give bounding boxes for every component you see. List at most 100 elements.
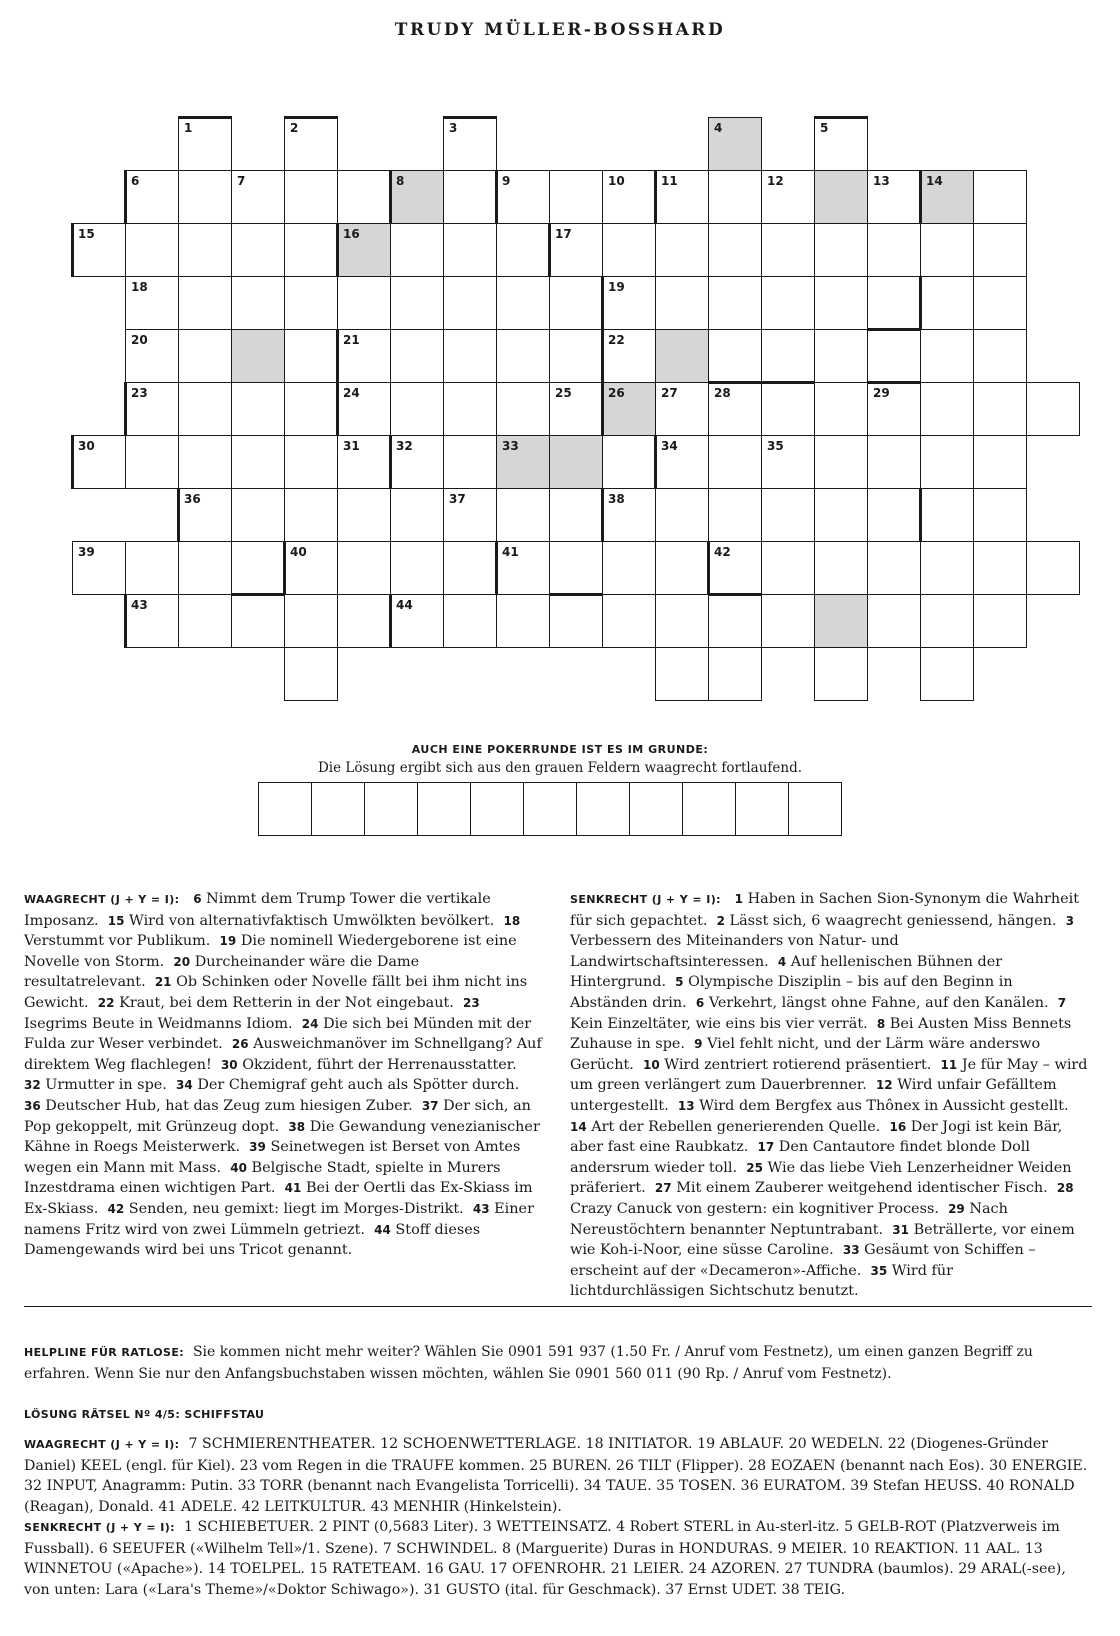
grid-cell[interactable]: 8 (390, 170, 444, 224)
grid-cell[interactable] (178, 541, 232, 595)
grid-cell[interactable] (496, 223, 550, 277)
grid-cell[interactable] (973, 276, 1027, 330)
grid-cell[interactable] (337, 594, 391, 648)
grid-cell[interactable] (231, 223, 285, 277)
grid-cell[interactable]: 30 (72, 435, 126, 489)
grid-cell[interactable] (708, 435, 762, 489)
grid-cell[interactable]: 26 (602, 382, 656, 436)
solution-box[interactable] (735, 782, 789, 836)
grid-cell[interactable] (814, 488, 868, 542)
grid-cell[interactable] (867, 488, 921, 542)
grid-cell[interactable] (920, 435, 974, 489)
grid-cell[interactable] (231, 276, 285, 330)
grid-cell[interactable] (708, 170, 762, 224)
solution-box[interactable] (523, 782, 577, 836)
grid-cell[interactable] (390, 541, 444, 595)
grid-cell[interactable] (920, 647, 974, 701)
grid-cell[interactable]: 37 (443, 488, 497, 542)
grid-cell[interactable] (973, 382, 1027, 436)
grid-cell[interactable] (549, 488, 603, 542)
grid-cell[interactable] (814, 382, 868, 436)
grid-cell[interactable] (973, 541, 1027, 595)
grid-cell[interactable] (390, 329, 444, 383)
grid-cell[interactable] (549, 541, 603, 595)
grid-cell[interactable] (231, 329, 285, 383)
grid-cell[interactable] (708, 223, 762, 277)
grid-cell[interactable] (496, 382, 550, 436)
grid-cell[interactable] (1026, 382, 1080, 436)
solution-box[interactable] (682, 782, 736, 836)
grid-cell[interactable] (973, 329, 1027, 383)
grid-cell[interactable] (390, 382, 444, 436)
grid-cell[interactable] (602, 594, 656, 648)
grid-cell[interactable]: 6 (125, 170, 179, 224)
grid-cell[interactable]: 36 (178, 488, 232, 542)
solution-box[interactable] (788, 782, 842, 836)
grid-cell[interactable]: 41 (496, 541, 550, 595)
grid-cell[interactable] (178, 382, 232, 436)
grid-cell[interactable] (708, 276, 762, 330)
grid-cell[interactable]: 44 (390, 594, 444, 648)
grid-cell[interactable] (390, 223, 444, 277)
grid-cell[interactable] (655, 276, 709, 330)
grid-cell[interactable] (496, 594, 550, 648)
grid-cell[interactable] (443, 329, 497, 383)
grid-cell[interactable]: 21 (337, 329, 391, 383)
grid-cell[interactable] (920, 223, 974, 277)
grid-cell[interactable] (814, 541, 868, 595)
grid-cell[interactable] (549, 329, 603, 383)
grid-cell[interactable]: 11 (655, 170, 709, 224)
solution-box[interactable] (258, 782, 312, 836)
grid-cell[interactable] (337, 541, 391, 595)
grid-cell[interactable] (178, 223, 232, 277)
grid-cell[interactable] (761, 594, 815, 648)
grid-cell[interactable] (443, 170, 497, 224)
grid-cell[interactable]: 19 (602, 276, 656, 330)
grid-cell[interactable]: 42 (708, 541, 762, 595)
grid-cell[interactable]: 35 (761, 435, 815, 489)
grid-cell[interactable]: 24 (337, 382, 391, 436)
grid-cell[interactable] (867, 541, 921, 595)
grid-cell[interactable] (178, 276, 232, 330)
solution-box[interactable] (629, 782, 683, 836)
grid-cell[interactable] (602, 541, 656, 595)
solution-box[interactable] (470, 782, 524, 836)
grid-cell[interactable] (337, 170, 391, 224)
grid-cell[interactable] (443, 435, 497, 489)
grid-cell[interactable] (231, 488, 285, 542)
grid-cell[interactable] (284, 435, 338, 489)
grid-cell[interactable] (443, 382, 497, 436)
grid-cell[interactable]: 1 (178, 117, 232, 171)
grid-cell[interactable] (973, 488, 1027, 542)
grid-cell[interactable]: 29 (867, 382, 921, 436)
grid-cell[interactable] (284, 170, 338, 224)
grid-cell[interactable] (708, 594, 762, 648)
grid-cell[interactable] (708, 329, 762, 383)
grid-cell[interactable] (178, 435, 232, 489)
grid-cell[interactable] (973, 435, 1027, 489)
solution-box[interactable] (311, 782, 365, 836)
grid-cell[interactable] (390, 488, 444, 542)
grid-cell[interactable] (655, 541, 709, 595)
grid-cell[interactable] (761, 382, 815, 436)
grid-cell[interactable]: 39 (72, 541, 126, 595)
grid-cell[interactable] (708, 647, 762, 701)
grid-cell[interactable] (761, 488, 815, 542)
grid-cell[interactable] (867, 223, 921, 277)
grid-cell[interactable] (867, 329, 921, 383)
grid-cell[interactable]: 33 (496, 435, 550, 489)
grid-cell[interactable] (814, 594, 868, 648)
grid-cell[interactable] (655, 223, 709, 277)
grid-cell[interactable]: 7 (231, 170, 285, 224)
grid-cell[interactable] (125, 435, 179, 489)
grid-cell[interactable] (867, 435, 921, 489)
grid-cell[interactable] (284, 329, 338, 383)
grid-cell[interactable] (284, 223, 338, 277)
grid-cell[interactable]: 25 (549, 382, 603, 436)
grid-cell[interactable] (814, 647, 868, 701)
solution-box[interactable] (417, 782, 471, 836)
grid-cell[interactable]: 31 (337, 435, 391, 489)
grid-cell[interactable]: 15 (72, 223, 126, 277)
grid-cell[interactable] (761, 223, 815, 277)
grid-cell[interactable]: 22 (602, 329, 656, 383)
